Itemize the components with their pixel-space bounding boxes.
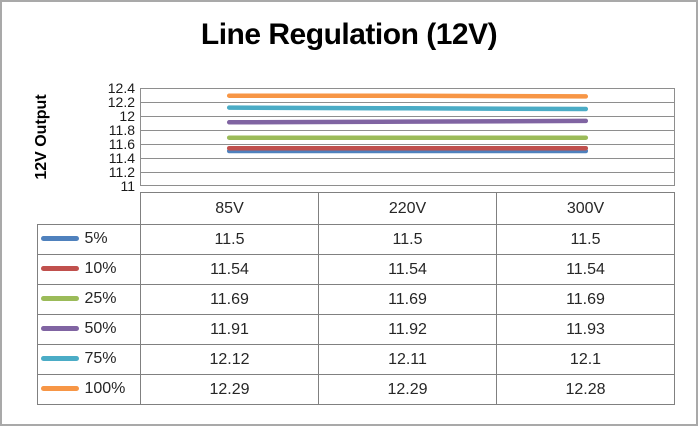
series-color-swatch [41, 235, 79, 241]
y-axis-tick-labels: 12.4 12.2 12 11.8 11.6 11.4 11.2 11 [62, 81, 135, 193]
y-axis-tick: 11.6 [108, 136, 135, 152]
y-axis-tick: 12.2 [107, 94, 135, 110]
series-name: 5% [84, 230, 108, 248]
table-row: 5% 11.5 11.5 11.5 [37, 224, 675, 255]
value-cell: 11.54 [496, 254, 675, 285]
value-cell: 12.29 [140, 374, 319, 405]
series-color-swatch [41, 385, 79, 391]
data-table: 85V 220V 300V 5% 11.5 11.5 11.5 10% [37, 192, 675, 405]
legend-key: 5% [37, 224, 141, 255]
chart-lines [140, 88, 675, 186]
series-color-swatch [41, 325, 79, 331]
legend-key: 50% [37, 314, 141, 345]
table-row: 25% 11.69 11.69 11.69 [37, 284, 675, 315]
series-name: 25% [84, 290, 117, 308]
legend-key: 100% [37, 374, 141, 405]
value-cell: 12.29 [318, 374, 497, 405]
series-line [226, 118, 589, 125]
series-color-swatch [41, 265, 79, 271]
value-cell: 11.54 [140, 254, 319, 285]
value-cell: 12.1 [496, 344, 675, 375]
series-name: 10% [84, 260, 117, 278]
series-color-swatch [41, 355, 79, 361]
y-axis-tick: 12 [119, 108, 135, 124]
series-line [226, 93, 589, 99]
value-cell: 11.5 [318, 224, 497, 255]
series-color-swatch [41, 295, 79, 301]
column-header: 85V [140, 192, 319, 225]
legend-key: 10% [37, 254, 141, 285]
column-header: 300V [496, 192, 675, 225]
table-corner-cell [37, 192, 141, 225]
value-cell: 11.54 [318, 254, 497, 285]
series-name: 75% [84, 350, 117, 368]
chart-title: Line Regulation (12V) [200, 18, 498, 51]
y-axis-tick: 11.8 [108, 122, 135, 138]
value-cell: 11.69 [140, 284, 319, 315]
series-name: 100% [84, 380, 126, 398]
value-cell: 11.5 [140, 224, 319, 255]
y-axis-title: 12V Output [33, 94, 50, 180]
series-line [226, 105, 589, 112]
table-header-row: 85V 220V 300V [37, 192, 675, 225]
column-header: 220V [318, 192, 497, 225]
y-axis-tick: 12.4 [107, 80, 135, 96]
legend-key: 25% [37, 284, 141, 315]
plot-area [140, 88, 675, 186]
table-row: 100% 12.29 12.29 12.28 [37, 374, 675, 405]
value-cell: 12.11 [318, 344, 497, 375]
y-axis-tick: 11 [120, 178, 135, 194]
y-axis-tick: 11.4 [108, 150, 135, 166]
legend-key: 75% [37, 344, 141, 375]
value-cell: 12.12 [140, 344, 319, 375]
table-row: 50% 11.91 11.92 11.93 [37, 314, 675, 345]
value-cell: 11.92 [318, 314, 497, 345]
value-cell: 12.28 [496, 374, 675, 405]
value-cell: 11.93 [496, 314, 675, 345]
value-cell: 11.5 [496, 224, 675, 255]
y-axis-tick: 11.2 [108, 164, 135, 180]
value-cell: 11.69 [318, 284, 497, 315]
value-cell: 11.91 [140, 314, 319, 345]
table-row: 75% 12.12 12.11 12.1 [37, 344, 675, 375]
table-row: 10% 11.54 11.54 11.54 [37, 254, 675, 285]
series-name: 50% [84, 320, 117, 338]
value-cell: 11.69 [496, 284, 675, 315]
